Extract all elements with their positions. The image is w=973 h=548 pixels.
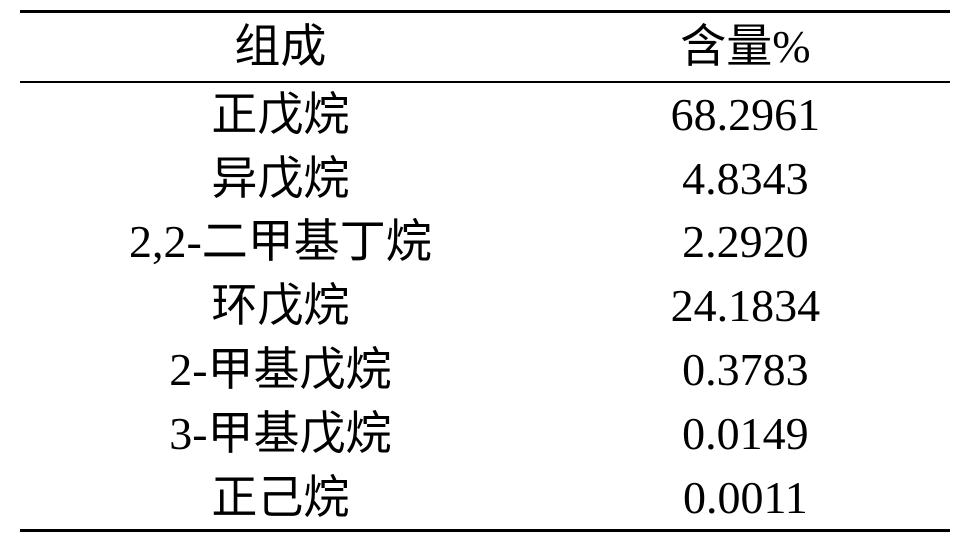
- table-row: 环戊烷 24.1834: [20, 274, 950, 338]
- table-row: 2-甲基戊烷 0.3783: [20, 338, 950, 402]
- table-row: 3-甲基戊烷 0.0149: [20, 402, 950, 466]
- cell-component: 正己烷: [20, 466, 541, 531]
- cell-content: 0.0149: [541, 402, 950, 466]
- cell-content: 24.1834: [541, 274, 950, 338]
- cell-component: 2,2-二甲基丁烷: [20, 210, 541, 274]
- header-component: 组成: [20, 12, 541, 82]
- cell-component: 异戊烷: [20, 147, 541, 211]
- cell-content: 0.0011: [541, 466, 950, 531]
- table-row: 正己烷 0.0011: [20, 466, 950, 531]
- cell-component: 3-甲基戊烷: [20, 402, 541, 466]
- cell-content: 0.3783: [541, 338, 950, 402]
- table-row: 2,2-二甲基丁烷 2.2920: [20, 210, 950, 274]
- table-row: 正戊烷 68.2961: [20, 82, 950, 147]
- cell-content: 2.2920: [541, 210, 950, 274]
- cell-component: 2-甲基戊烷: [20, 338, 541, 402]
- cell-content: 68.2961: [541, 82, 950, 147]
- cell-component: 环戊烷: [20, 274, 541, 338]
- cell-component: 正戊烷: [20, 82, 541, 147]
- header-content: 含量%: [541, 12, 950, 82]
- composition-table: 组成 含量% 正戊烷 68.2961 异戊烷 4.8343 2,2-二甲基丁烷 …: [20, 10, 950, 532]
- cell-content: 4.8343: [541, 147, 950, 211]
- table-row: 异戊烷 4.8343: [20, 147, 950, 211]
- table-header-row: 组成 含量%: [20, 12, 950, 82]
